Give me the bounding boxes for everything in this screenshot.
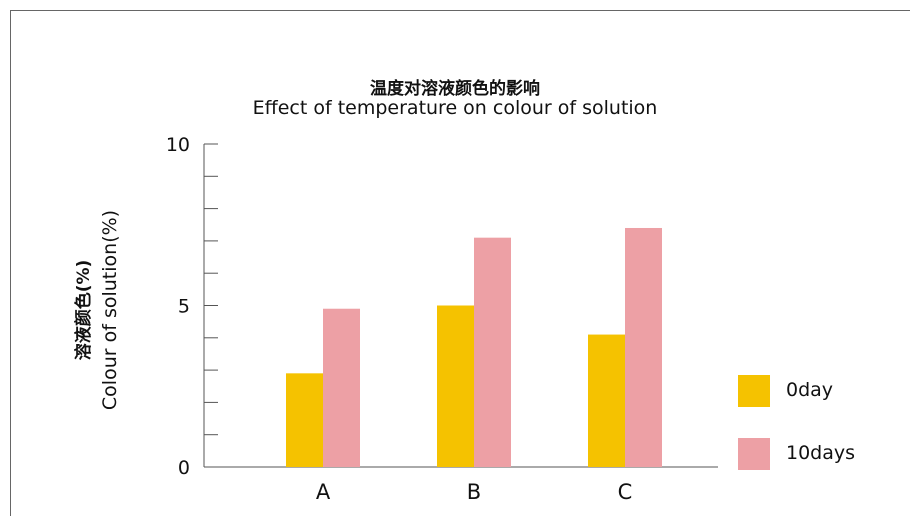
- bar-0day-C: [588, 334, 625, 467]
- legend-label-0day: 0day: [786, 379, 834, 401]
- y-tick-label: 10: [166, 134, 190, 156]
- chart-frame: [10, 10, 910, 516]
- bar-10days-A: [323, 308, 360, 467]
- legend-item-10days: 10days: [738, 438, 910, 470]
- y-tick-label: 5: [178, 296, 190, 318]
- bar-0day-A: [286, 373, 323, 467]
- legend-item-0day: 0day: [738, 375, 910, 407]
- chart-title: 温度对溶液颜色的影响: [370, 79, 540, 99]
- y-tick-label: 0: [178, 457, 190, 479]
- x-tick-label: C: [618, 480, 633, 504]
- chart-subtitle: Effect of temperature on colour of solut…: [252, 97, 658, 119]
- legend-swatch-0day: [738, 375, 770, 407]
- legend-swatch-10days: [738, 438, 770, 470]
- bar-0day-B: [437, 305, 474, 467]
- bar-10days-B: [474, 237, 511, 467]
- x-tick-label: A: [316, 480, 331, 504]
- x-tick-label: B: [467, 480, 481, 504]
- bar-10days-C: [625, 227, 662, 467]
- legend-label-10days: 10days: [786, 442, 856, 464]
